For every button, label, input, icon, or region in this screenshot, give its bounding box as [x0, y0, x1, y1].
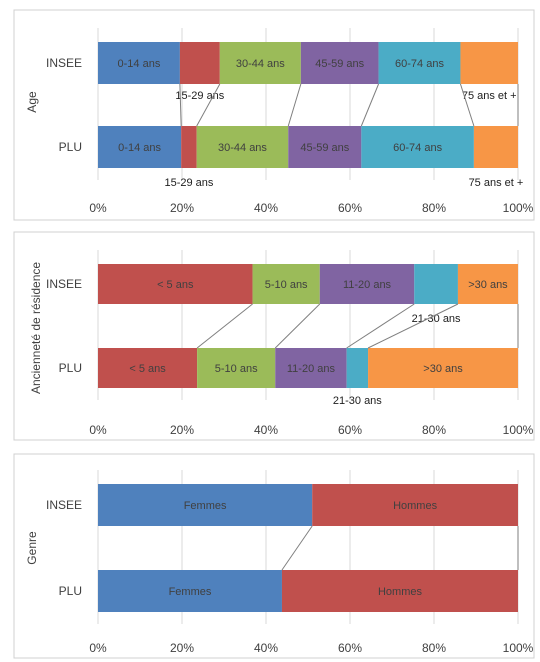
bar-segment-0-14-ans: [98, 42, 180, 84]
data-label-hommes: Hommes: [378, 586, 423, 598]
panel-frame: [13, 231, 535, 441]
bar-segment-45-59-ans: [288, 126, 362, 168]
category-label-insee: INSEE: [46, 277, 82, 291]
data-label-femmes: Femmes: [169, 586, 212, 598]
bar-segment-5-ans: [98, 264, 253, 304]
x-tick-label: 20%: [170, 641, 194, 655]
chart-panel-3: 0% 20% 40% 60% 80% 100% Genre INSEE Femmes Hommes…: [13, 453, 535, 659]
x-tick-label: 0%: [89, 423, 107, 437]
series-connector: [459, 83, 475, 127]
series-connector: [179, 83, 182, 127]
x-tick-label: 80%: [422, 641, 446, 655]
data-label-15-29-ans: 15-29 ans: [164, 177, 213, 189]
y-axis-title: Age: [25, 91, 39, 113]
data-label-75-ans-et: 75 ans et +: [469, 177, 524, 189]
bar-segment-45-59-ans: [300, 42, 379, 84]
bar-segment-11-20-ans: [319, 264, 415, 304]
bar-segment-hommes: [281, 570, 518, 612]
x-tick-label: 0%: [89, 641, 107, 655]
x-tick-label: 100%: [503, 641, 534, 655]
series-connector: [196, 83, 221, 127]
x-tick-label: 40%: [254, 201, 278, 215]
series-connector: [196, 303, 253, 349]
data-label-21-30-ans: 21-30 ans: [333, 395, 382, 407]
category-label-insee: INSEE: [46, 56, 82, 70]
series-connector: [346, 303, 415, 349]
data-label-45-59-ans: 45-59 ans: [315, 58, 364, 70]
x-tick-label: 60%: [338, 201, 362, 215]
data-label-60-74-ans: 60-74 ans: [395, 58, 444, 70]
data-label-45-59-ans: 45-59 ans: [300, 142, 349, 154]
bar-segment-femmes: [98, 570, 282, 612]
data-label-30-44-ans: 30-44 ans: [236, 58, 285, 70]
data-label-hommes: Hommes: [393, 500, 438, 512]
data-label-femmes: Femmes: [184, 500, 227, 512]
bar-segment-75-ans-et: [473, 126, 518, 168]
data-label-75-ans-et: 75 ans et +: [462, 90, 517, 102]
bar-segment-30-44-ans: [196, 126, 289, 168]
category-label-insee: INSEE: [46, 498, 82, 512]
data-label-0-14-ans: 0-14 ans: [118, 58, 161, 70]
data-label-5-10-ans: 5-10 ans: [265, 279, 308, 291]
bar-segment-60-74-ans: [378, 42, 461, 84]
data-label-21-30-ans: 21-30 ans: [412, 313, 461, 325]
data-label-30-44-ans: 30-44 ans: [218, 142, 267, 154]
data-label-15-29-ans: 15-29 ans: [175, 90, 224, 102]
x-tick-label: 80%: [422, 201, 446, 215]
data-label-11-20-ans: 11-20 ans: [343, 279, 392, 291]
x-tick-label: 60%: [338, 641, 362, 655]
bar-segment-21-30-ans: [414, 264, 458, 304]
x-tick-label: 20%: [170, 201, 194, 215]
bar-segment-hommes: [312, 484, 518, 526]
data-label-5-10-ans: 5-10 ans: [215, 363, 258, 375]
series-connector: [274, 303, 321, 349]
bar-segment-5-ans: [98, 348, 198, 388]
series-connector: [287, 83, 302, 127]
y-axis-title: Ancienneté de résidence: [29, 262, 43, 394]
bar-segment-30-44-ans: [219, 42, 301, 84]
category-label-plu: PLU: [59, 140, 82, 154]
panel-frame: [13, 9, 535, 221]
bar-segment-30-ans: [457, 264, 518, 304]
bar-segment-15-29-ans: [181, 126, 197, 168]
x-tick-label: 40%: [254, 641, 278, 655]
x-tick-label: 100%: [503, 423, 534, 437]
data-label-30-ans: >30 ans: [468, 279, 508, 291]
data-label-5-ans: < 5 ans: [157, 279, 194, 291]
data-label-5-ans: < 5 ans: [129, 363, 166, 375]
chart-panel-2: 0% 20% 40% 60% 80% 100% Ancienneté de résidenc…: [13, 231, 535, 441]
bar-segment-75-ans-et: [460, 42, 518, 84]
series-connector: [367, 303, 459, 349]
bar-segment-60-74-ans: [361, 126, 474, 168]
category-label-plu: PLU: [59, 361, 82, 375]
x-tick-label: 20%: [170, 423, 194, 437]
bar-segment-11-20-ans: [275, 348, 347, 388]
bar-segment-femmes: [98, 484, 313, 526]
series-connector: [281, 525, 313, 571]
x-tick-label: 40%: [254, 423, 278, 437]
bar-segment-0-14-ans: [98, 126, 182, 168]
data-label-0-14-ans: 0-14 ans: [118, 142, 161, 154]
x-tick-label: 100%: [503, 201, 534, 215]
bar-segment-15-29-ans: [179, 42, 220, 84]
series-connector: [360, 83, 380, 127]
y-axis-title: Genre: [25, 531, 39, 565]
bar-segment-5-10-ans: [252, 264, 320, 304]
x-tick-label: 0%: [89, 201, 107, 215]
x-tick-label: 60%: [338, 423, 362, 437]
bar-segment-5-10-ans: [197, 348, 276, 388]
data-label-60-74-ans: 60-74 ans: [393, 142, 442, 154]
data-label-30-ans: >30 ans: [423, 363, 463, 375]
chart-panel-1: 0% 20% 40% 60% 80% 100% Age INSEE 0-14 ans 15-29 …: [13, 9, 535, 221]
x-tick-label: 80%: [422, 423, 446, 437]
bar-segment-30-ans: [368, 348, 518, 388]
category-label-plu: PLU: [59, 584, 82, 598]
data-label-11-20-ans: 11-20 ans: [287, 363, 336, 375]
bar-segment-21-30-ans: [346, 348, 369, 388]
